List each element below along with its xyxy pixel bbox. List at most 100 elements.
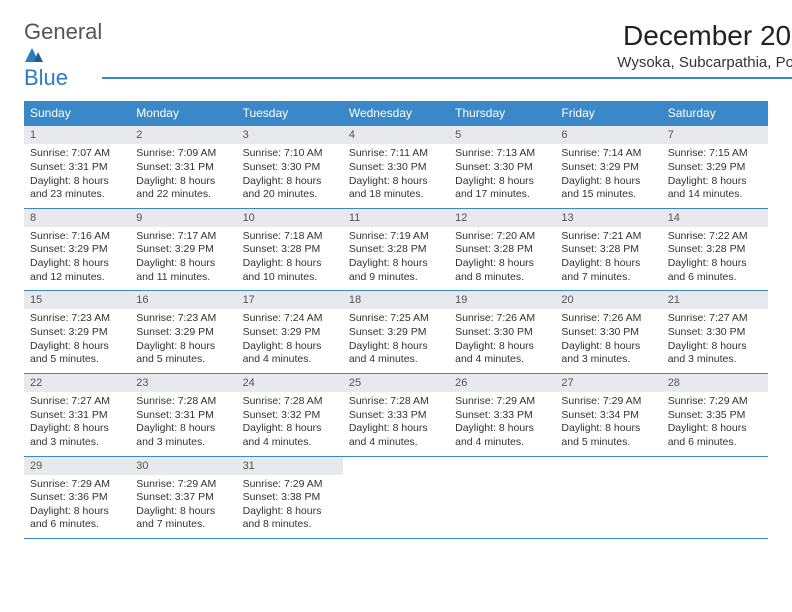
day-content: Sunrise: 7:21 AMSunset: 3:28 PMDaylight:… [555,227,661,291]
day-content: Sunrise: 7:27 AMSunset: 3:31 PMDaylight:… [24,392,130,456]
day1-line: Daylight: 8 hours [561,340,655,354]
day-content: Sunrise: 7:13 AMSunset: 3:30 PMDaylight:… [449,144,555,208]
sunrise-line: Sunrise: 7:28 AM [349,395,443,409]
day-content: Sunrise: 7:10 AMSunset: 3:30 PMDaylight:… [237,144,343,208]
sunset-line: Sunset: 3:29 PM [30,326,124,340]
day-number: 4 [343,126,449,144]
day-cell: 13Sunrise: 7:21 AMSunset: 3:28 PMDayligh… [555,208,661,291]
day1-line: Daylight: 8 hours [243,505,337,519]
day-number: 14 [662,209,768,227]
day1-line: Daylight: 8 hours [243,175,337,189]
day2-line: and 4 minutes. [243,436,337,450]
sunrise-line: Sunrise: 7:24 AM [243,312,337,326]
sunset-line: Sunset: 3:33 PM [455,409,549,423]
day-content: Sunrise: 7:28 AMSunset: 3:33 PMDaylight:… [343,392,449,456]
sunset-line: Sunset: 3:33 PM [349,409,443,423]
day2-line: and 3 minutes. [561,353,655,367]
day-content: Sunrise: 7:29 AMSunset: 3:37 PMDaylight:… [130,475,236,539]
day-cell [662,456,768,539]
day2-line: and 4 minutes. [243,353,337,367]
day1-line: Daylight: 8 hours [455,257,549,271]
day-header-row: Sunday Monday Tuesday Wednesday Thursday… [24,101,768,126]
day-header-tue: Tuesday [237,101,343,126]
day-number: 23 [130,374,236,392]
day2-line: and 4 minutes. [349,436,443,450]
logo: General Blue [24,20,102,89]
title-block: December 2024 Wysoka, Subcarpathia, Pola… [102,20,792,79]
day-number: 22 [24,374,130,392]
day2-line: and 15 minutes. [561,188,655,202]
day-number: 3 [237,126,343,144]
day-cell: 1Sunrise: 7:07 AMSunset: 3:31 PMDaylight… [24,126,130,209]
sunset-line: Sunset: 3:29 PM [349,326,443,340]
day-content: Sunrise: 7:20 AMSunset: 3:28 PMDaylight:… [449,227,555,291]
sunrise-line: Sunrise: 7:29 AM [455,395,549,409]
day-number: 9 [130,209,236,227]
sunrise-line: Sunrise: 7:26 AM [455,312,549,326]
day1-line: Daylight: 8 hours [136,340,230,354]
day-content: Sunrise: 7:29 AMSunset: 3:33 PMDaylight:… [449,392,555,456]
day-cell: 6Sunrise: 7:14 AMSunset: 3:29 PMDaylight… [555,126,661,209]
day2-line: and 4 minutes. [455,436,549,450]
day1-line: Daylight: 8 hours [243,257,337,271]
sunrise-line: Sunrise: 7:28 AM [136,395,230,409]
day-cell: 28Sunrise: 7:29 AMSunset: 3:35 PMDayligh… [662,373,768,456]
sunset-line: Sunset: 3:30 PM [243,161,337,175]
day-number: 7 [662,126,768,144]
sunset-line: Sunset: 3:38 PM [243,491,337,505]
day-content: Sunrise: 7:26 AMSunset: 3:30 PMDaylight:… [555,309,661,373]
day-cell: 23Sunrise: 7:28 AMSunset: 3:31 PMDayligh… [130,373,236,456]
day-number: 5 [449,126,555,144]
day-number: 26 [449,374,555,392]
day-content: Sunrise: 7:18 AMSunset: 3:28 PMDaylight:… [237,227,343,291]
sunrise-line: Sunrise: 7:16 AM [30,230,124,244]
day-content: Sunrise: 7:15 AMSunset: 3:29 PMDaylight:… [662,144,768,208]
day-number: 20 [555,291,661,309]
day-content: Sunrise: 7:23 AMSunset: 3:29 PMDaylight:… [24,309,130,373]
day2-line: and 22 minutes. [136,188,230,202]
day1-line: Daylight: 8 hours [668,422,762,436]
day1-line: Daylight: 8 hours [668,175,762,189]
day2-line: and 5 minutes. [561,436,655,450]
day-content: Sunrise: 7:22 AMSunset: 3:28 PMDaylight:… [662,227,768,291]
day-content: Sunrise: 7:07 AMSunset: 3:31 PMDaylight:… [24,144,130,208]
sunset-line: Sunset: 3:29 PM [30,243,124,257]
day2-line: and 8 minutes. [455,271,549,285]
sunset-line: Sunset: 3:29 PM [668,161,762,175]
sunrise-line: Sunrise: 7:20 AM [455,230,549,244]
sunset-line: Sunset: 3:28 PM [455,243,549,257]
day2-line: and 11 minutes. [136,271,230,285]
day1-line: Daylight: 8 hours [668,340,762,354]
day-cell: 25Sunrise: 7:28 AMSunset: 3:33 PMDayligh… [343,373,449,456]
day-cell: 22Sunrise: 7:27 AMSunset: 3:31 PMDayligh… [24,373,130,456]
sunset-line: Sunset: 3:36 PM [30,491,124,505]
sail-icon [25,42,43,67]
page-header: General Blue December 2024 Wysoka, Subca… [24,20,768,89]
day-cell: 29Sunrise: 7:29 AMSunset: 3:36 PMDayligh… [24,456,130,539]
day-number: 13 [555,209,661,227]
location-line: Wysoka, Subcarpathia, Poland [102,54,792,79]
day1-line: Daylight: 8 hours [243,422,337,436]
sunset-line: Sunset: 3:30 PM [349,161,443,175]
logo-text: General Blue [24,20,102,89]
day-number: 10 [237,209,343,227]
sunset-line: Sunset: 3:28 PM [243,243,337,257]
day2-line: and 7 minutes. [136,518,230,532]
day-number: 2 [130,126,236,144]
sunset-line: Sunset: 3:30 PM [455,161,549,175]
day2-line: and 6 minutes. [668,436,762,450]
day-header-wed: Wednesday [343,101,449,126]
day-content: Sunrise: 7:28 AMSunset: 3:32 PMDaylight:… [237,392,343,456]
day2-line: and 3 minutes. [136,436,230,450]
day-content: Sunrise: 7:14 AMSunset: 3:29 PMDaylight:… [555,144,661,208]
day-content: Sunrise: 7:23 AMSunset: 3:29 PMDaylight:… [130,309,236,373]
sunrise-line: Sunrise: 7:21 AM [561,230,655,244]
calendar-table: Sunday Monday Tuesday Wednesday Thursday… [24,101,768,539]
day-cell: 14Sunrise: 7:22 AMSunset: 3:28 PMDayligh… [662,208,768,291]
day2-line: and 17 minutes. [455,188,549,202]
day-header-sat: Saturday [662,101,768,126]
day-cell: 17Sunrise: 7:24 AMSunset: 3:29 PMDayligh… [237,291,343,374]
day-content: Sunrise: 7:27 AMSunset: 3:30 PMDaylight:… [662,309,768,373]
day-header-sun: Sunday [24,101,130,126]
sunset-line: Sunset: 3:31 PM [30,161,124,175]
